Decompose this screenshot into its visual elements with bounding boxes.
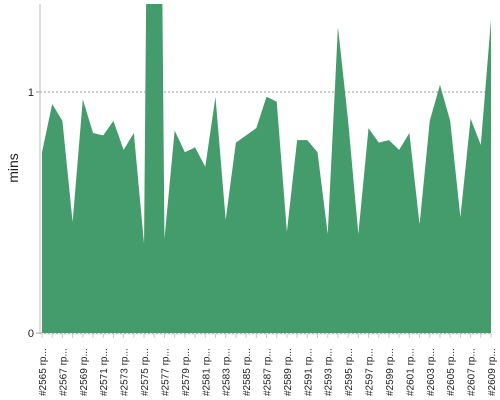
x-tick-label: #2597 rp... (365, 348, 376, 396)
x-tick-label: #2579 rp... (181, 348, 192, 396)
x-tick-label: #2601 rp... (405, 348, 416, 396)
x-tick-label: #2589 rp... (283, 348, 294, 396)
x-tick-label: #2591 rp... (303, 348, 314, 396)
x-tick-label: #2569 rp... (79, 348, 90, 396)
x-tick-label: #2605 rp... (446, 348, 457, 396)
x-tick-label: #2567 rp... (58, 348, 69, 396)
x-tick-label: #2583 rp... (222, 348, 233, 396)
x-tick-label: #2577 rp... (160, 348, 171, 396)
x-tick-label: #2575 rp... (140, 348, 151, 396)
x-tick-label: #2599 rp... (385, 348, 396, 396)
x-tick-label: #2603 rp... (426, 348, 437, 396)
x-tick-label: #2585 rp... (242, 348, 253, 396)
x-tick-label: #2587 rp... (263, 348, 274, 396)
x-tick-label: #2593 rp... (324, 348, 335, 396)
x-tick-label: #2565 rp... (38, 348, 49, 396)
y-tick-label: 1 (28, 87, 34, 99)
x-tick-label: #2571 rp... (99, 348, 110, 396)
x-tick-label: #2595 rp... (344, 348, 355, 396)
x-tick-label: #2581 rp... (201, 348, 212, 396)
y-tick-label: 0 (28, 328, 34, 340)
area (42, 4, 491, 333)
y-axis-label: mins (5, 153, 21, 183)
x-tick-label: #2609 rp... (487, 348, 498, 396)
x-tick-label: #2573 rp... (120, 348, 131, 396)
x-tick-label: #2607 rp... (467, 348, 478, 396)
